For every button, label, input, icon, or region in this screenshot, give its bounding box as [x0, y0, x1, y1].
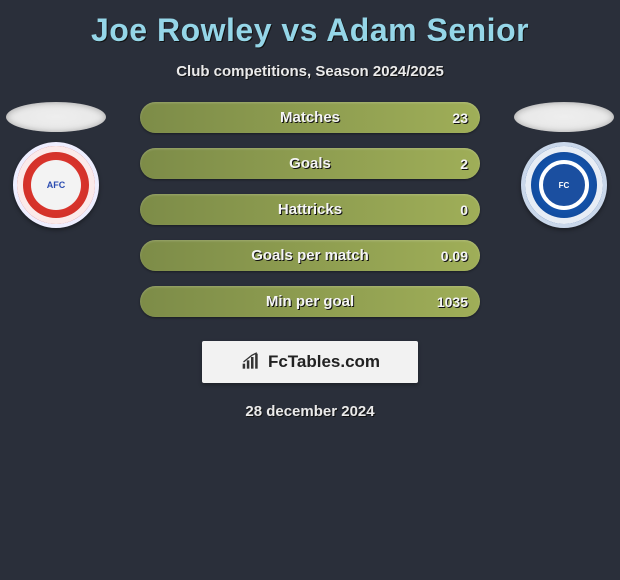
stat-right-value: 1035 [437, 294, 468, 310]
watermark-text: FcTables.com [268, 352, 380, 372]
stat-label: Hattricks [140, 201, 480, 218]
stat-label: Matches [140, 109, 480, 126]
stat-label: Goals per match [140, 247, 480, 264]
club-badge-right: FC [521, 142, 607, 228]
stat-row: Matches 23 [140, 102, 480, 133]
stat-right-value: 0.09 [441, 248, 468, 264]
stat-row: Min per goal 1035 [140, 286, 480, 317]
player-silhouette-left [6, 102, 106, 132]
watermark: FcTables.com [202, 341, 418, 383]
club-badge-right-label: FC [539, 160, 589, 210]
bar-chart-icon [240, 352, 262, 372]
stats-list: Matches 23 Goals 2 Hattricks 0 Goals per… [140, 102, 480, 317]
player-left: AFC [6, 102, 106, 228]
page-title: Joe Rowley vs Adam Senior [0, 0, 620, 49]
stat-right-value: 23 [452, 110, 468, 126]
stat-right-value: 0 [460, 202, 468, 218]
stat-row: Hattricks 0 [140, 194, 480, 225]
player-right: FC [514, 102, 614, 228]
stat-row: Goals 2 [140, 148, 480, 179]
subtitle: Club competitions, Season 2024/2025 [0, 63, 620, 80]
stat-label: Min per goal [140, 293, 480, 310]
date-label: 28 december 2024 [10, 403, 610, 420]
comparison-main: AFC FC Matches 23 Goals 2 Hattricks 0 [0, 102, 620, 420]
stat-right-value: 2 [460, 156, 468, 172]
player-silhouette-right [514, 102, 614, 132]
club-badge-left-label: AFC [31, 160, 81, 210]
club-badge-left: AFC [13, 142, 99, 228]
stat-label: Goals [140, 155, 480, 172]
stat-row: Goals per match 0.09 [140, 240, 480, 271]
